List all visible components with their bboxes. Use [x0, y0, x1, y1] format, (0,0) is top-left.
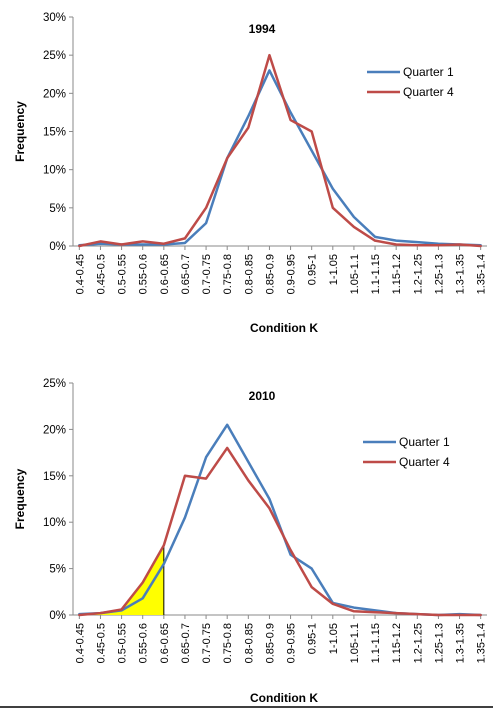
y-tick-label: 20%	[43, 88, 66, 100]
x-tick-label: 0.7-0.75	[201, 623, 213, 663]
x-tick-label: 0.65-0.7	[180, 623, 192, 663]
x-tick-label: 0.9-0.95	[286, 254, 298, 294]
series-line-quarter-4	[78, 53, 482, 248]
y-tick-label: 15%	[43, 471, 66, 483]
y-tick-label: 30%	[43, 12, 66, 24]
x-tick-label: 0.9-0.95	[286, 623, 298, 663]
y-tick-label: 15%	[43, 127, 66, 139]
x-tick-label: 0.75-0.8	[222, 623, 234, 663]
chart-title: 1994	[249, 22, 276, 36]
y-tick-label: 0%	[49, 610, 66, 622]
x-tick-label: 1.3-1.35	[455, 623, 467, 663]
y-axis-title: Frequency	[13, 101, 27, 162]
x-tick-label: 1.25-1.3	[433, 254, 445, 294]
x-tick-label: 0.65-0.7	[180, 254, 192, 294]
chart-1994: 0% 5% 10% 15% 20% 25% 30% 0.4-0.45 0.45-0.5 0.5-0…	[13, 12, 488, 335]
y-tick-label: 20%	[43, 424, 66, 436]
legend-label: Quarter 4	[403, 85, 454, 99]
x-tick-label: 0.45-0.5	[95, 623, 107, 663]
x-tick-label: 0.75-0.8	[222, 254, 234, 294]
y-tick-label: 10%	[43, 517, 66, 529]
x-tick-label: 0.85-0.9	[264, 254, 276, 294]
x-tick-label: 0.6-0.65	[159, 254, 171, 294]
x-tick-label: 1.15-1.2	[391, 254, 403, 294]
x-axis-title: Condition K	[250, 691, 318, 705]
x-tick-label: 1.1-1.15	[370, 254, 382, 294]
x-tick-label: 1-1.05	[328, 623, 340, 654]
x-tick-label: 0.4-0.45	[74, 623, 86, 663]
x-tick-label: 1.2-1.25	[412, 254, 424, 294]
x-tick-label: 0.55-0.6	[138, 254, 150, 294]
x-tick-label: 1-1.05	[328, 254, 340, 285]
x-tick-label: 0.55-0.6	[138, 623, 150, 663]
x-tick-label: 0.45-0.5	[95, 254, 107, 294]
x-tick-label: 0.95-1	[307, 254, 319, 285]
x-tick-label: 0.5-0.55	[117, 623, 129, 663]
y-tick-label: 5%	[49, 564, 66, 576]
x-tick-label: 1.35-1.4	[476, 623, 488, 663]
legend-label: Quarter 4	[399, 455, 450, 469]
x-tick-label: 0.8-0.85	[243, 623, 255, 663]
chart-title: 2010	[249, 389, 276, 403]
x-tick-label: 0.7-0.75	[201, 254, 213, 294]
x-tick-label: 1.15-1.2	[391, 623, 403, 663]
x-tick-label: 1.1-1.15	[370, 623, 382, 663]
highlight-area	[79, 545, 164, 615]
x-tick-label: 0.5-0.55	[117, 254, 129, 294]
x-tick-label: 0.6-0.65	[159, 623, 171, 663]
y-axis-title: Frequency	[13, 468, 27, 529]
x-tick-label: 0.8-0.85	[243, 254, 255, 294]
x-tick-label: 1.2-1.25	[412, 623, 424, 663]
x-tick-label: 0.4-0.45	[74, 254, 86, 294]
y-tick-label: 10%	[43, 165, 66, 177]
x-tick-label: 1.05-1.1	[349, 254, 361, 294]
y-tick-label: 25%	[43, 378, 66, 390]
x-tick-label: 1.35-1.4	[476, 254, 488, 294]
legend-label: Quarter 1	[399, 435, 450, 449]
x-tick-label: 1.05-1.1	[349, 623, 361, 663]
legend-label: Quarter 1	[403, 65, 454, 79]
x-axis-title: Condition K	[250, 321, 318, 335]
chart-2010: 0% 5% 10% 15% 20% 25% 0.4-0.45 0.45-0.5 0.5-0.55…	[13, 378, 488, 705]
y-tick-label: 25%	[43, 50, 66, 62]
y-tick-label: 5%	[49, 203, 66, 215]
x-tick-label: 0.85-0.9	[264, 623, 276, 663]
y-tick-label: 0%	[49, 241, 66, 253]
x-tick-label: 1.3-1.35	[455, 254, 467, 294]
x-tick-label: 1.25-1.3	[433, 623, 445, 663]
series-line-quarter-4	[78, 446, 482, 617]
x-tick-label: 0.95-1	[307, 623, 319, 654]
